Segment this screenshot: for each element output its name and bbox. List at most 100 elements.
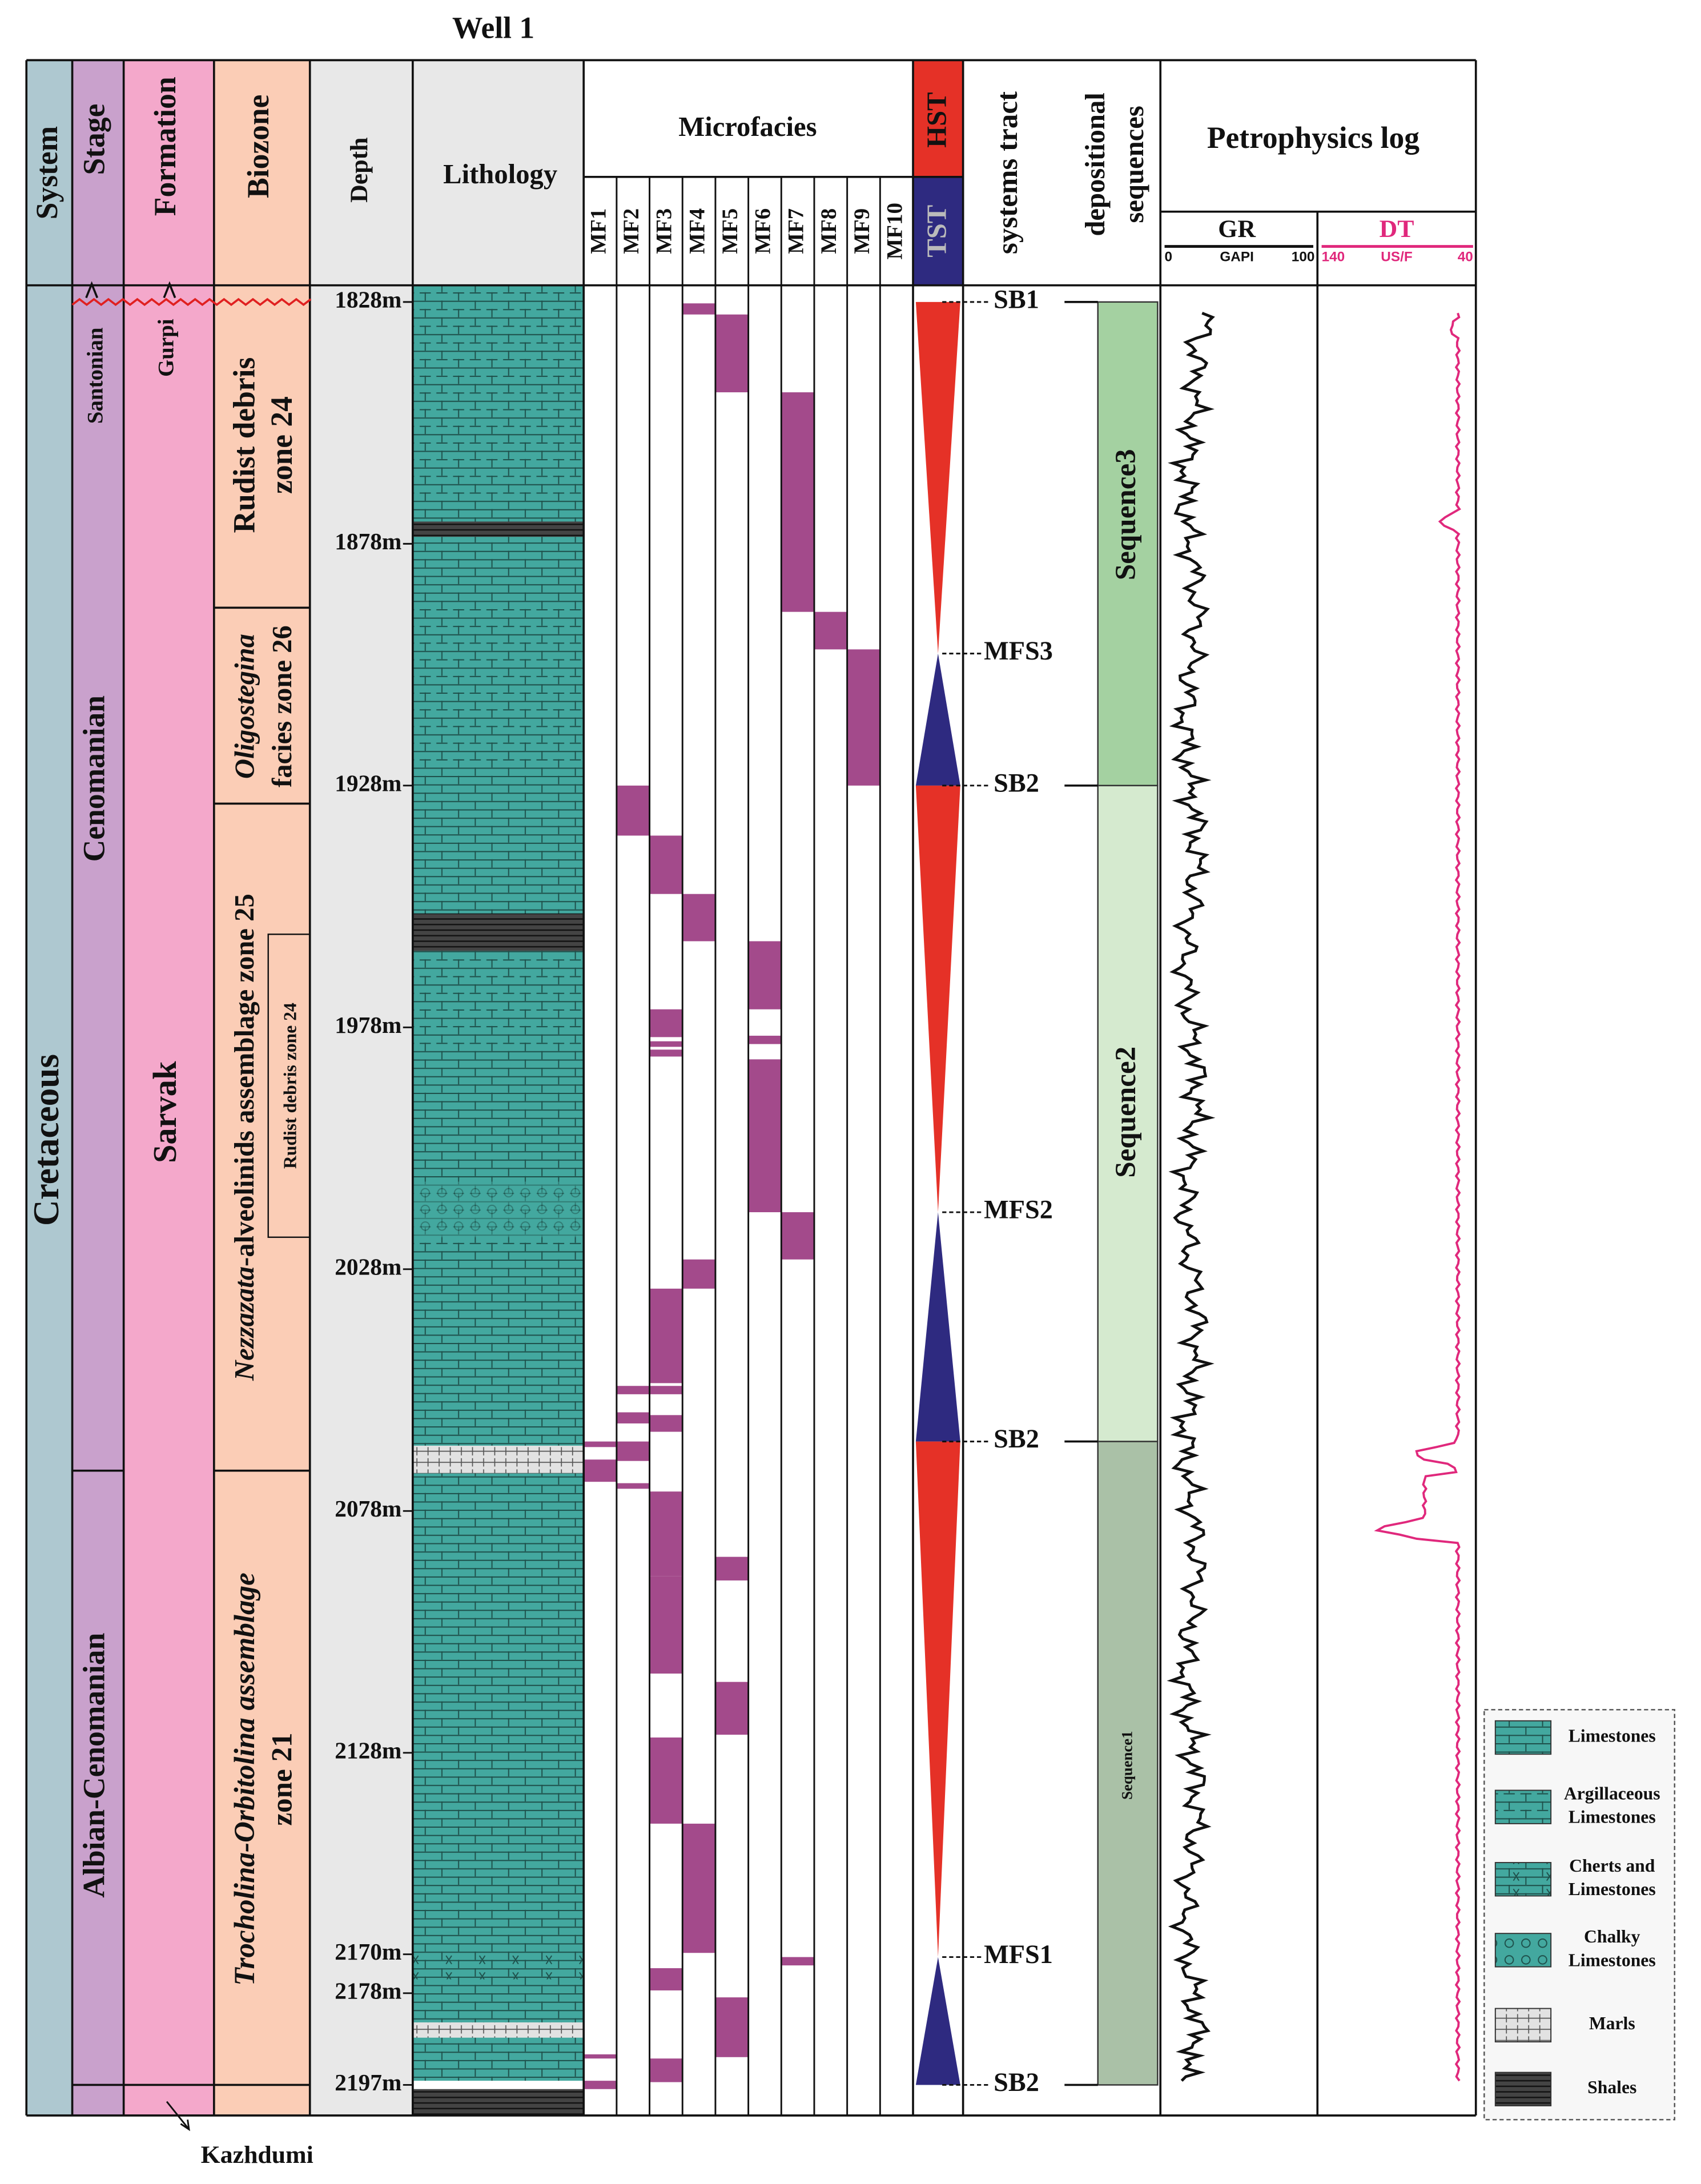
label: Oligostegina <box>229 634 260 779</box>
microfacies-bar <box>616 1386 650 1394</box>
label: GAPI <box>1220 249 1253 264</box>
label: Lithology <box>443 159 557 190</box>
label: 2128m <box>335 1737 401 1763</box>
lithology-header <box>412 60 584 285</box>
label: 1928m <box>335 770 401 796</box>
systems-tract-triangle <box>915 1212 960 1442</box>
label: TST <box>921 205 952 258</box>
label: Chalky <box>1584 1926 1640 1946</box>
label: 100 <box>1292 249 1315 264</box>
label: Trocholina-Orbitolina assemblage <box>228 1572 261 1986</box>
label: Shales <box>1587 2077 1636 2097</box>
label: Sarvak <box>146 1061 183 1163</box>
label: MF6 <box>751 208 775 254</box>
biozone-name: Nezzazata <box>229 1266 260 1381</box>
microfacies-bar <box>649 1288 683 1383</box>
microfacies-bar <box>715 1997 749 2057</box>
label: Sequence1 <box>1118 1731 1135 1799</box>
label: Kazhdumi <box>201 2141 313 2169</box>
microfacies-bar <box>748 941 782 1009</box>
lithology-marl <box>412 2022 584 2038</box>
microfacies-bar <box>715 314 749 393</box>
label: Microfacies <box>678 111 817 142</box>
microfacies-bar <box>584 1441 617 1447</box>
microfacies-bar <box>682 1259 715 1289</box>
label: SB2 <box>994 1425 1039 1454</box>
label: MFS3 <box>984 637 1053 666</box>
label: MF8 <box>817 208 841 254</box>
lithology-shale <box>412 521 584 537</box>
microfacies-bar <box>649 1386 683 1394</box>
label: MFS2 <box>984 1196 1053 1225</box>
label: Limestones <box>1569 1879 1656 1899</box>
label: Rudist debris zone 24 <box>280 1003 300 1169</box>
biozone-name: -alveolinids assemblage zone 25 <box>229 894 260 1266</box>
label: MF4 <box>685 208 709 254</box>
microfacies-bar <box>649 835 683 894</box>
lithology-argillaceous <box>412 959 584 1057</box>
legend-swatch <box>1494 1862 1552 1897</box>
label: HST <box>921 92 952 147</box>
systems-tract-triangle <box>915 785 960 1213</box>
label: MF1 <box>586 208 610 254</box>
label: 2170m <box>335 1938 401 1965</box>
legend-swatch <box>1494 2008 1552 2042</box>
microfacies-bar <box>781 1212 814 1260</box>
microfacies-bar <box>649 1041 683 1047</box>
microfacies-bar <box>584 1459 617 1482</box>
label: Nezzazata-alveolinids assemblage zone 25 <box>229 894 260 1381</box>
label: GR <box>1218 215 1256 243</box>
label: Limestones <box>1569 1950 1656 1970</box>
hst-header <box>913 60 963 177</box>
label: Depth <box>345 137 373 202</box>
label: Argillaceous <box>1564 1783 1660 1803</box>
label: Limestones <box>1569 1807 1656 1827</box>
label: Marls <box>1589 2013 1635 2033</box>
microfacies-bar <box>649 1415 683 1432</box>
systems-tract-triangle <box>915 1441 960 1957</box>
legend-swatch <box>1494 2072 1552 2106</box>
tst-header <box>913 176 963 285</box>
sequence-box <box>1097 1441 1159 2086</box>
microfacies-bar <box>682 894 715 942</box>
inset-biozone-box <box>267 934 311 1238</box>
dt-curve <box>1374 312 1461 2082</box>
label: 140 <box>1322 249 1345 264</box>
systems-tract-triangle <box>915 653 960 786</box>
label: Sequence3 <box>1109 449 1142 580</box>
label: 2028m <box>335 1253 401 1280</box>
label: 2078m <box>335 1495 401 1522</box>
label: Santonian <box>83 327 107 424</box>
lithology-chalky <box>412 1181 584 1237</box>
label: System <box>30 126 64 220</box>
label: MF5 <box>718 208 742 254</box>
gr-curve <box>1167 312 1216 2082</box>
label: MF3 <box>652 208 677 254</box>
arrow <box>85 281 176 299</box>
microfacies-bar <box>649 1009 683 1037</box>
microfacies-bar <box>649 1968 683 1990</box>
label: 1978m <box>335 1012 401 1038</box>
label: Rudist debris <box>227 357 262 533</box>
arrow <box>166 2101 190 2131</box>
label: MF2 <box>619 208 644 254</box>
label: zone 24 <box>264 396 299 494</box>
label: MFS1 <box>984 1940 1053 1969</box>
microfacies-bar <box>649 1737 683 1824</box>
lithology-shale <box>412 2089 584 2116</box>
label: MF7 <box>783 208 808 254</box>
legend-swatch <box>1494 1933 1552 1968</box>
label: US/F <box>1381 249 1412 264</box>
stage-column <box>72 60 124 2116</box>
label: Albian-Cenomanian <box>77 1633 111 1898</box>
label: SB2 <box>994 769 1039 798</box>
lithology-argillaceous <box>412 598 584 765</box>
label: 2197m <box>335 2069 401 2095</box>
microfacies-bar <box>715 1556 749 1580</box>
label: 2178m <box>335 1977 401 2004</box>
microfacies-bar <box>616 1441 650 1461</box>
microfacies-bar <box>715 1682 749 1735</box>
label: depositional <box>1080 92 1111 236</box>
label: sequences <box>1119 106 1149 223</box>
